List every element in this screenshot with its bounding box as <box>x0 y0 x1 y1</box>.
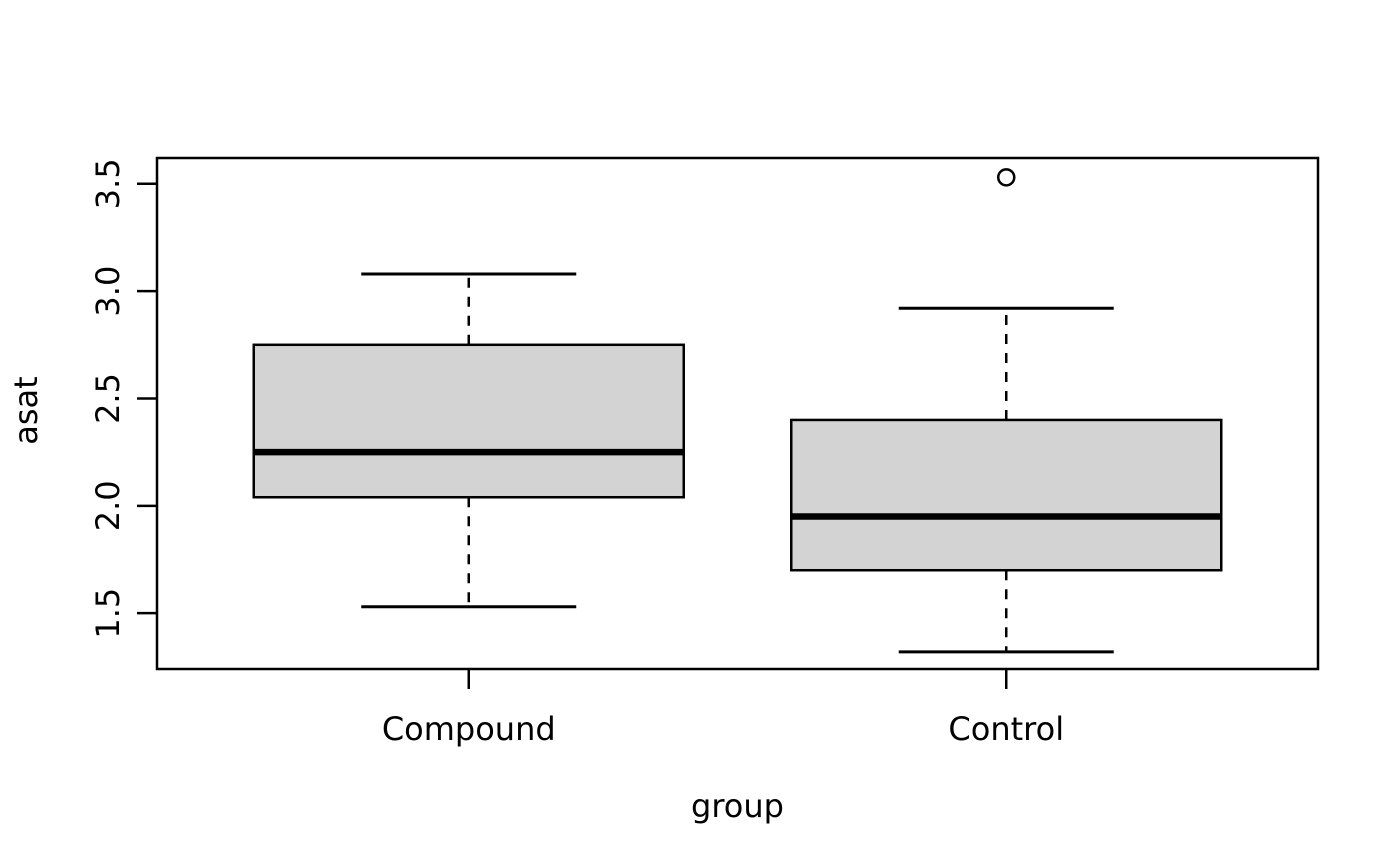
y-axis-tick-label: 3.5 <box>89 158 127 209</box>
x-axis-category-label-control: Control <box>948 710 1064 748</box>
box-compound <box>252 343 685 499</box>
y-axis-tick-label: 3.0 <box>89 266 127 317</box>
y-axis-title: asat <box>7 376 45 444</box>
y-axis-tick-label: 2.5 <box>89 373 127 424</box>
outlier-point-control <box>997 168 1016 187</box>
y-axis-tick-label: 1.5 <box>89 588 127 639</box>
x-axis-title: group <box>691 787 784 825</box>
x-axis-category-label-compound: Compound <box>382 710 556 748</box>
box-control <box>790 418 1223 572</box>
y-axis-tick-label: 2.0 <box>89 480 127 531</box>
plot-border <box>155 156 1320 671</box>
